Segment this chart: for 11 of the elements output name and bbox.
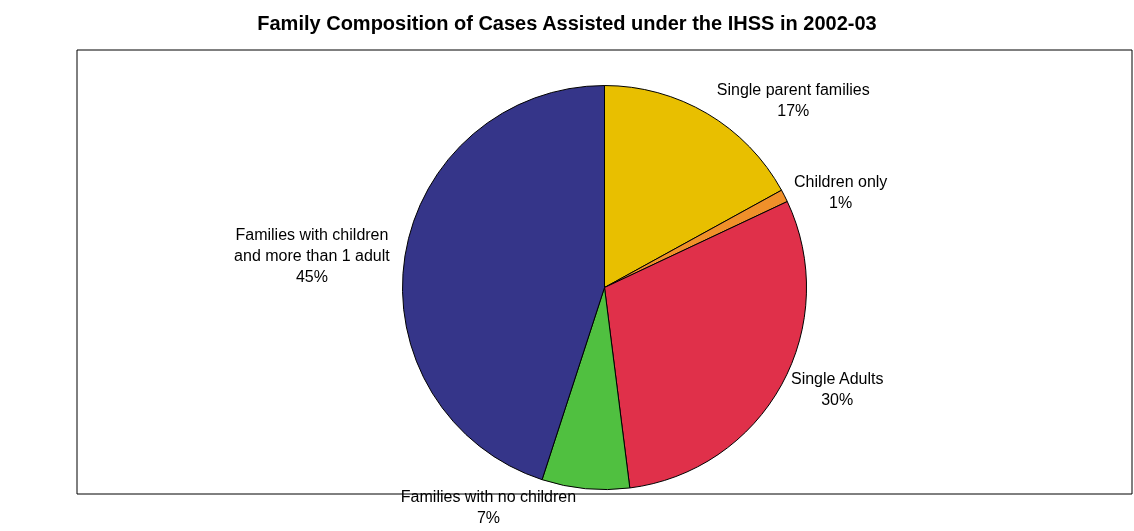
data-label: 17% [777,101,810,119]
slice-label: Families with children and more than 1 adult [234,225,391,264]
slice-label: Single parent families [716,80,870,98]
data-label: 1% [829,193,853,211]
data-label: 30% [821,391,854,409]
slice-label: Families with no children [400,488,577,506]
data-label: 45% [295,267,328,285]
chart-title: Family Composition of Cases Assisted under the IHSS in 2002-03 [257,11,877,34]
slice-label: Single Adults [790,370,884,388]
data-label: 7% [476,509,501,527]
slice-label: Children only [793,173,888,191]
